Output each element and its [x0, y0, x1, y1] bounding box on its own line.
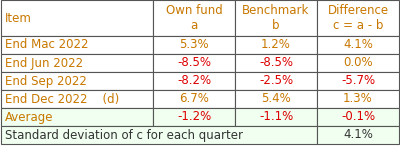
- Bar: [317, 126, 399, 144]
- Text: End Mac 2022: End Mac 2022: [5, 39, 88, 52]
- Text: Benchmark
b: Benchmark b: [242, 4, 310, 32]
- Bar: [235, 108, 317, 126]
- Bar: [317, 108, 399, 126]
- Text: -8.2%: -8.2%: [177, 75, 211, 87]
- Bar: [235, 54, 317, 72]
- Text: 1.2%: 1.2%: [261, 39, 291, 52]
- Bar: [317, 90, 399, 108]
- Text: 6.7%: 6.7%: [179, 93, 209, 105]
- Bar: [235, 0, 317, 36]
- Bar: [1, 126, 317, 144]
- Text: -2.5%: -2.5%: [259, 75, 293, 87]
- Text: Item: Item: [5, 12, 32, 24]
- Bar: [235, 90, 317, 108]
- Text: -0.1%: -0.1%: [341, 110, 375, 123]
- Bar: [153, 108, 235, 126]
- Bar: [235, 72, 317, 90]
- Bar: [153, 36, 235, 54]
- Text: End Dec 2022    (d): End Dec 2022 (d): [5, 93, 119, 105]
- Text: Standard deviation of c for each quarter: Standard deviation of c for each quarter: [5, 128, 243, 141]
- Text: Average: Average: [5, 110, 54, 123]
- Bar: [1, 0, 153, 36]
- Bar: [317, 0, 399, 36]
- Text: -1.1%: -1.1%: [259, 110, 293, 123]
- Bar: [1, 90, 153, 108]
- Text: Difference
c = a - b: Difference c = a - b: [328, 4, 388, 32]
- Text: 0.0%: 0.0%: [343, 57, 373, 69]
- Text: 4.1%: 4.1%: [343, 39, 373, 52]
- Bar: [317, 72, 399, 90]
- Bar: [153, 72, 235, 90]
- Text: 4.1%: 4.1%: [343, 128, 373, 141]
- Bar: [1, 36, 153, 54]
- Text: -8.5%: -8.5%: [177, 57, 211, 69]
- Bar: [317, 36, 399, 54]
- Bar: [153, 0, 235, 36]
- Text: Own fund
a: Own fund a: [166, 4, 222, 32]
- Text: -1.2%: -1.2%: [177, 110, 211, 123]
- Bar: [153, 54, 235, 72]
- Text: End Jun 2022: End Jun 2022: [5, 57, 83, 69]
- Text: -5.7%: -5.7%: [341, 75, 375, 87]
- Bar: [1, 54, 153, 72]
- Text: 1.3%: 1.3%: [343, 93, 373, 105]
- Bar: [317, 54, 399, 72]
- Bar: [1, 72, 153, 90]
- Text: -8.5%: -8.5%: [259, 57, 293, 69]
- Bar: [235, 36, 317, 54]
- Text: 5.4%: 5.4%: [261, 93, 291, 105]
- Text: 5.3%: 5.3%: [179, 39, 209, 52]
- Text: End Sep 2022: End Sep 2022: [5, 75, 87, 87]
- Bar: [153, 90, 235, 108]
- Bar: [1, 108, 153, 126]
